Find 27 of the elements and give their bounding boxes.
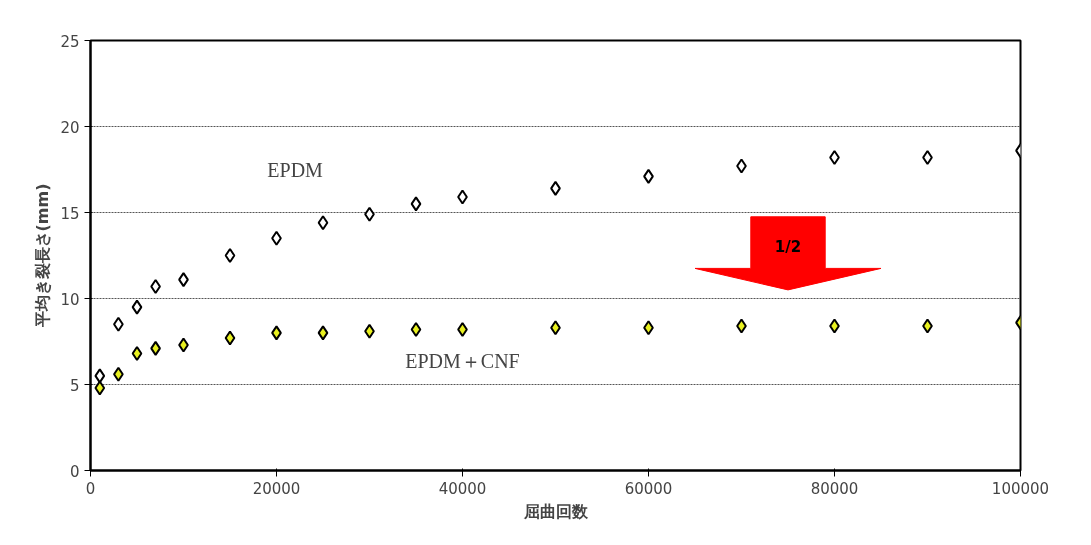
point bbox=[224, 248, 236, 263]
annotation: 1/2 bbox=[774, 237, 802, 256]
x-tick-label: 0 bbox=[85, 479, 96, 498]
point bbox=[131, 299, 143, 315]
point bbox=[94, 380, 106, 396]
point bbox=[224, 330, 236, 346]
x-tick-label: 60000 bbox=[624, 479, 673, 498]
point bbox=[317, 215, 329, 231]
point bbox=[410, 321, 422, 337]
point bbox=[131, 346, 143, 362]
y-tick-label: 15 bbox=[60, 204, 80, 223]
x-tick-label: 100000 bbox=[991, 479, 1050, 498]
point bbox=[410, 196, 422, 212]
y-tick-label: 20 bbox=[60, 118, 80, 137]
series-label: EPDM＋CNF bbox=[405, 349, 520, 372]
y-tick-label: 5 bbox=[69, 376, 80, 395]
series-label: EPDM bbox=[267, 158, 324, 181]
x-tick-label: 80000 bbox=[810, 479, 859, 498]
y-tick-label: 25 bbox=[60, 32, 80, 51]
point bbox=[317, 325, 329, 341]
x-tick-label: 20000 bbox=[252, 479, 301, 498]
y-tick-label: 0 bbox=[69, 462, 80, 481]
x-tick-label: 40000 bbox=[438, 479, 487, 498]
x-axis-title: 屈曲回数 bbox=[522, 501, 589, 521]
y-axis-title: 平均き裂長さ(mm) bbox=[33, 183, 53, 329]
y-tick-label: 10 bbox=[60, 290, 80, 309]
point bbox=[94, 368, 106, 384]
